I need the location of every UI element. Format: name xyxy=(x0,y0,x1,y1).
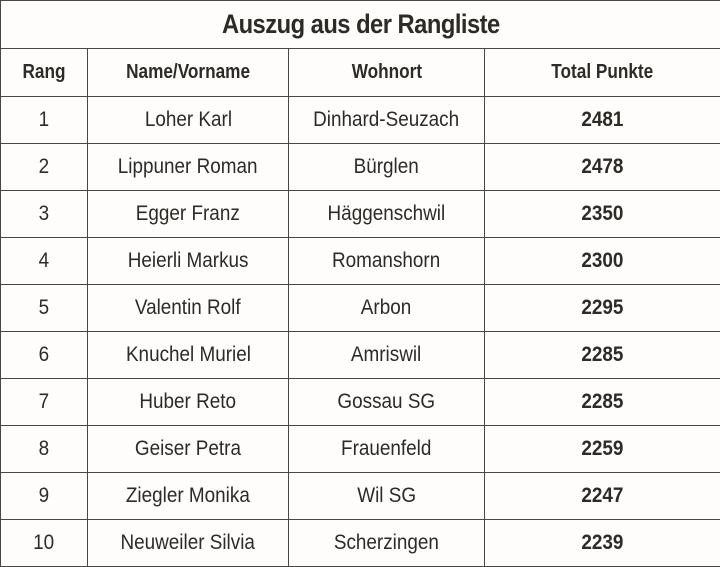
name-cell: Heierli Markus xyxy=(88,238,289,285)
column-header-rang: Rang xyxy=(1,49,88,97)
rank-cell: 9 xyxy=(1,473,88,520)
residence-cell: Dinhard-Seuzach xyxy=(289,97,485,144)
header-row: Rang Name/Vorname Wohnort Total Punkte xyxy=(1,49,720,97)
rank-cell: 10 xyxy=(1,520,88,567)
residence-cell: Amriswil xyxy=(289,332,485,379)
name-cell: Ziegler Monika xyxy=(88,473,289,520)
residence-cell: Gossau SG xyxy=(289,379,485,426)
points-cell: 2285 xyxy=(485,332,720,379)
points-cell: 2285 xyxy=(485,379,720,426)
rank-cell: 8 xyxy=(1,426,88,473)
table-title: Auszug aus der Rangliste xyxy=(1,1,720,49)
name-cell: Egger Franz xyxy=(88,191,289,238)
rank-cell: 3 xyxy=(1,191,88,238)
points-cell: 2481 xyxy=(485,97,720,144)
residence-cell: Romanshorn xyxy=(289,238,485,285)
rank-cell: 2 xyxy=(1,144,88,191)
residence-cell: Scherzingen xyxy=(289,520,485,567)
points-cell: 2300 xyxy=(485,238,720,285)
points-cell: 2239 xyxy=(485,520,720,567)
name-cell: Knuchel Muriel xyxy=(88,332,289,379)
residence-cell: Wil SG xyxy=(289,473,485,520)
points-cell: 2350 xyxy=(485,191,720,238)
rank-cell: 4 xyxy=(1,238,88,285)
name-cell: Neuweiler Silvia xyxy=(88,520,289,567)
residence-cell: Frauenfeld xyxy=(289,426,485,473)
rank-cell: 6 xyxy=(1,332,88,379)
residence-cell: Häggenschwil xyxy=(289,191,485,238)
name-cell: Huber Reto xyxy=(88,379,289,426)
rank-cell: 1 xyxy=(1,97,88,144)
rank-cell: 5 xyxy=(1,285,88,332)
points-cell: 2247 xyxy=(485,473,720,520)
column-header-name: Name/Vorname xyxy=(88,49,289,97)
residence-cell: Arbon xyxy=(289,285,485,332)
residence-cell: Bürglen xyxy=(289,144,485,191)
name-cell: Loher Karl xyxy=(88,97,289,144)
points-cell: 2259 xyxy=(485,426,720,473)
column-header-punkte: Total Punkte xyxy=(485,49,720,97)
title-row: Auszug aus der Rangliste xyxy=(1,1,720,49)
name-cell: Valentin Rolf xyxy=(88,285,289,332)
name-cell: Geiser Petra xyxy=(88,426,289,473)
points-cell: 2295 xyxy=(485,285,720,332)
points-cell: 2478 xyxy=(485,144,720,191)
column-header-wohnort: Wohnort xyxy=(289,49,485,97)
rank-cell: 7 xyxy=(1,379,88,426)
name-cell: Lippuner Roman xyxy=(88,144,289,191)
